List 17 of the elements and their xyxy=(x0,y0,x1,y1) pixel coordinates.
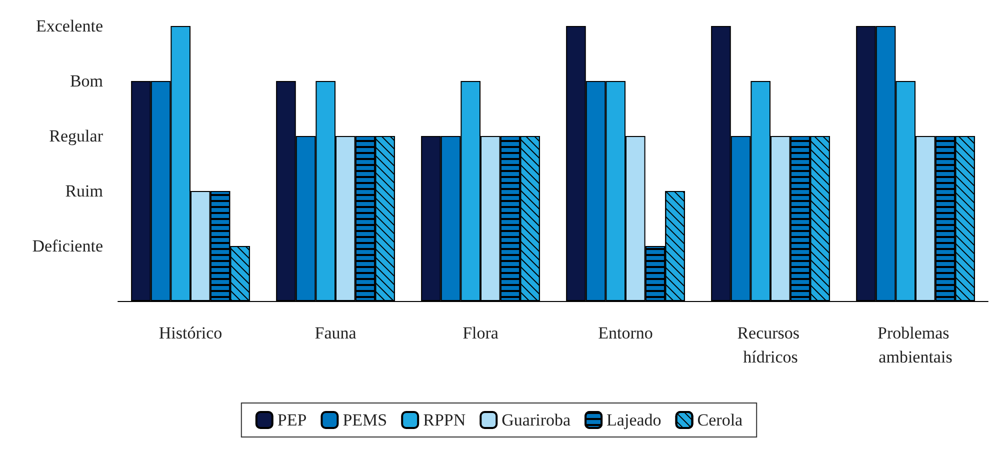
x-tick-label: Histórico xyxy=(158,324,222,342)
legend-label: PEP xyxy=(277,410,307,430)
legend-label: PEMS xyxy=(342,410,388,430)
x-tick-label: Flora xyxy=(462,324,499,342)
legend-label: RPPN xyxy=(423,410,466,430)
x-tick-label: Recursos hídricos xyxy=(737,324,804,366)
x-tick-label: Entorno xyxy=(598,324,653,342)
legend-label: Lajeado xyxy=(606,410,662,430)
legend-label: Cerola xyxy=(697,410,744,430)
legend-label: Guariroba xyxy=(502,410,571,430)
text: Deficiente xyxy=(32,236,103,256)
text: Ruim xyxy=(65,182,103,200)
text: Regular xyxy=(49,126,104,146)
x-tick-label: Fauna xyxy=(314,324,357,342)
text: Excelente xyxy=(36,16,103,36)
x-tick-label: Problemas ambientais xyxy=(877,324,954,366)
text: Bom xyxy=(70,72,103,90)
